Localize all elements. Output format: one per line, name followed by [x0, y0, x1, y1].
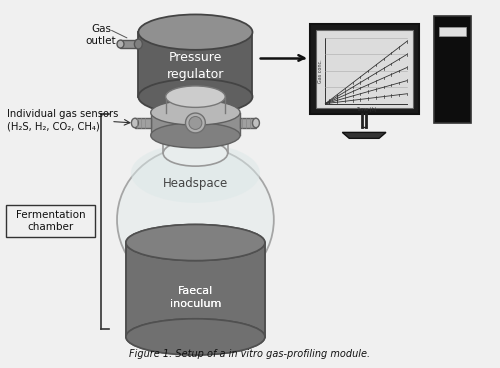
- Text: Fermentation
chamber: Fermentation chamber: [16, 210, 86, 233]
- Bar: [135, 118, 151, 128]
- Bar: [163, 133, 228, 153]
- Ellipse shape: [189, 117, 202, 130]
- Ellipse shape: [131, 143, 260, 203]
- Bar: [240, 118, 256, 128]
- Ellipse shape: [166, 86, 225, 107]
- Text: Faecal
inoculum: Faecal inoculum: [170, 286, 221, 309]
- Polygon shape: [342, 132, 386, 138]
- Bar: [120, 40, 138, 48]
- Text: Figure 1. Setup of a in vitro gas-profiling module.: Figure 1. Setup of a in vitro gas-profil…: [130, 348, 370, 359]
- Ellipse shape: [117, 146, 274, 293]
- Ellipse shape: [138, 14, 252, 50]
- Ellipse shape: [126, 224, 265, 261]
- Bar: [310, 24, 418, 114]
- Text: Gas conc.: Gas conc.: [318, 59, 323, 83]
- FancyBboxPatch shape: [6, 205, 95, 237]
- Bar: [126, 243, 265, 337]
- Ellipse shape: [151, 123, 240, 148]
- Bar: [438, 27, 466, 36]
- Ellipse shape: [117, 40, 124, 48]
- Bar: [138, 32, 252, 97]
- Ellipse shape: [138, 79, 252, 114]
- Bar: [316, 30, 413, 107]
- Text: Faecal
inoculum: Faecal inoculum: [170, 286, 221, 309]
- Text: Pressure
regulator: Pressure regulator: [166, 51, 224, 81]
- Ellipse shape: [163, 140, 228, 166]
- Bar: [151, 113, 240, 135]
- Ellipse shape: [186, 113, 206, 133]
- Text: Headspace: Headspace: [163, 177, 228, 190]
- Bar: [434, 16, 472, 123]
- Ellipse shape: [252, 118, 260, 128]
- Ellipse shape: [134, 39, 142, 49]
- Ellipse shape: [126, 224, 265, 261]
- Text: Individual gas sensors
(H₂S, H₂, CO₂, CH₄): Individual gas sensors (H₂S, H₂, CO₂, CH…: [7, 109, 118, 132]
- Ellipse shape: [132, 118, 138, 128]
- Ellipse shape: [151, 100, 240, 125]
- Ellipse shape: [126, 319, 265, 355]
- Bar: [126, 243, 265, 337]
- Ellipse shape: [126, 319, 265, 355]
- Text: Time (h): Time (h): [356, 107, 376, 112]
- Text: Gas
outlet: Gas outlet: [86, 24, 117, 46]
- Bar: [166, 97, 225, 113]
- Ellipse shape: [163, 120, 228, 146]
